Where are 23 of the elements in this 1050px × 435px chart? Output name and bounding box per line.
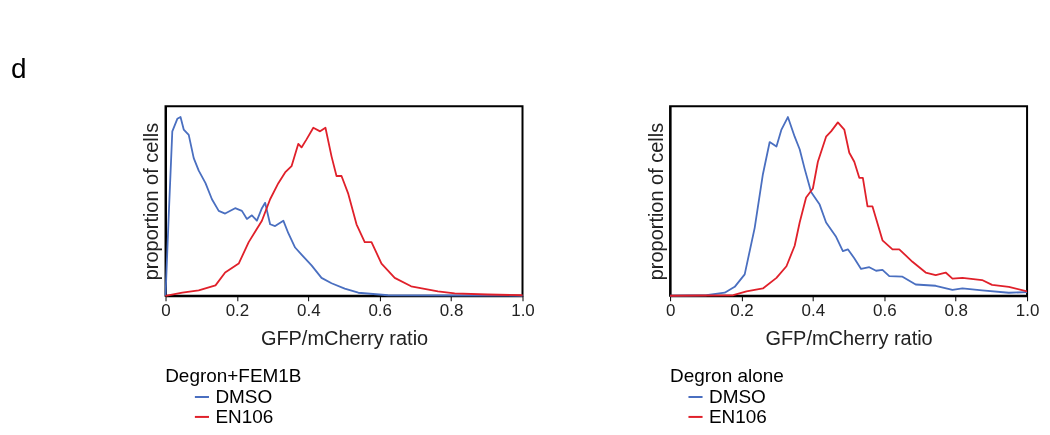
legend-label: DMSO bbox=[708, 385, 766, 407]
x-tick-label: 0.6 bbox=[368, 301, 392, 321]
text: d bbox=[10, 53, 27, 85]
x-tick-label: 1.0 bbox=[1015, 301, 1040, 321]
x-tick-label: 0.2 bbox=[225, 301, 250, 321]
x-tick-label: 1.0 bbox=[511, 301, 535, 321]
x-tick-label: 0.2 bbox=[730, 301, 754, 321]
x-tick-label: 0 bbox=[665, 301, 676, 321]
legend-title: Degron alone bbox=[670, 364, 784, 386]
legend-label: EN106 bbox=[215, 405, 274, 427]
x-tick-label: 0.4 bbox=[297, 301, 321, 321]
x-tick-label: 0.6 bbox=[873, 301, 897, 321]
legend-title: Degron+FEM1B bbox=[165, 364, 302, 386]
x-axis-title: GFP/mCherry ratio bbox=[765, 327, 933, 350]
x-tick-label: 0.4 bbox=[801, 301, 826, 321]
y-axis-title: proportion of cells bbox=[644, 122, 667, 281]
legend-label: EN106 bbox=[708, 405, 767, 427]
x-tick-label: 0 bbox=[161, 301, 171, 321]
x-tick-label: 0.8 bbox=[944, 301, 968, 321]
legend-label: DMSO bbox=[215, 385, 273, 407]
y-axis-title: proportion of cells bbox=[140, 122, 163, 281]
x-tick-label: 0.8 bbox=[439, 301, 464, 321]
x-axis-title: GFP/mCherry ratio bbox=[260, 327, 429, 350]
